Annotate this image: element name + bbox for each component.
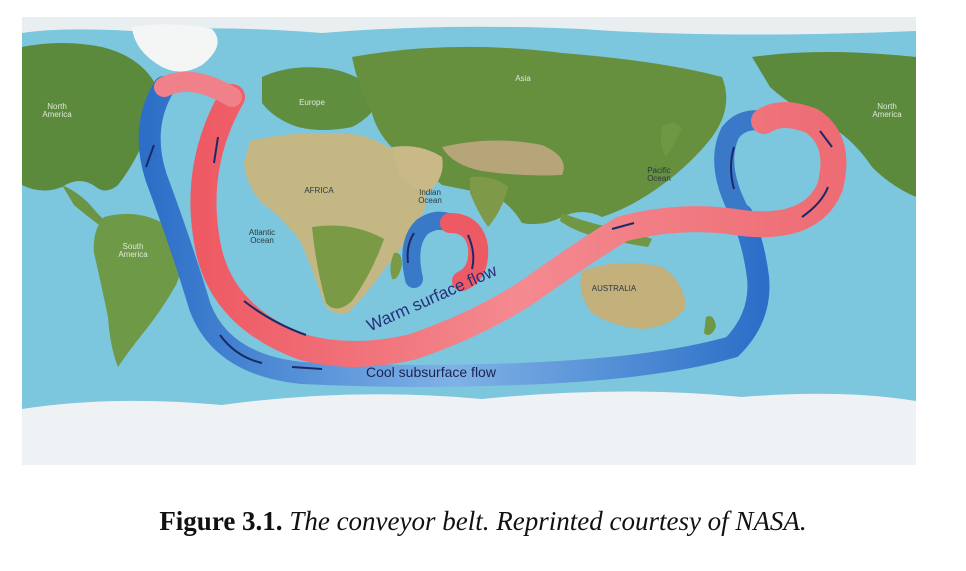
arrow-2 bbox=[213, 136, 219, 164]
arrow-9 bbox=[801, 186, 829, 218]
label-pacific-ocean: Pacific Ocean bbox=[647, 166, 671, 184]
label-australia: AUSTRALIA bbox=[591, 284, 637, 293]
south-america bbox=[93, 213, 183, 367]
central-america bbox=[62, 185, 108, 227]
flow-arrows bbox=[145, 130, 833, 370]
arrow-3 bbox=[243, 300, 307, 336]
label-atlantic-ocean: Atlantic Ocean bbox=[248, 228, 276, 246]
arctic-ice bbox=[22, 17, 916, 35]
arrow-1 bbox=[145, 144, 155, 168]
arrow-7 bbox=[406, 232, 415, 264]
india bbox=[470, 176, 508, 227]
cool-loop-pacific bbox=[714, 110, 774, 227]
figure-caption-text: The conveyor belt. Reprinted courtesy of… bbox=[289, 506, 807, 536]
label-north-america: North America bbox=[42, 102, 72, 120]
arrow-11 bbox=[730, 146, 735, 190]
africa bbox=[244, 133, 427, 314]
label-south-america: South America bbox=[118, 242, 148, 260]
warm-surface-flow-band bbox=[190, 84, 847, 367]
arrow-6 bbox=[467, 234, 475, 270]
warm-loop-indian bbox=[440, 213, 489, 291]
madagascar bbox=[390, 252, 402, 280]
label-europe: Europe bbox=[299, 98, 325, 107]
arrow-8 bbox=[611, 222, 635, 230]
ocean-conveyor-map: North America South America Europe Asia … bbox=[22, 17, 916, 465]
arrow-5 bbox=[291, 366, 323, 370]
north-america bbox=[22, 43, 158, 191]
arabia bbox=[392, 146, 443, 193]
figure-number: Figure 3.1. bbox=[159, 506, 283, 536]
arrow-4 bbox=[219, 334, 263, 364]
antarctica bbox=[22, 391, 916, 465]
label-indian-ocean: Indian Ocean bbox=[418, 188, 442, 206]
australia bbox=[580, 262, 686, 329]
label-asia: Asia bbox=[515, 74, 531, 83]
cool-subsurface-flow-label: Cool subsurface flow bbox=[366, 364, 496, 380]
arrow-10 bbox=[819, 130, 833, 148]
greenland bbox=[132, 24, 218, 72]
figure-caption: Figure 3.1. The conveyor belt. Reprinted… bbox=[0, 506, 966, 537]
map-svg bbox=[22, 17, 916, 465]
label-africa: AFRICA bbox=[304, 186, 334, 195]
label-north-america-east: North America bbox=[872, 102, 902, 120]
asia bbox=[352, 46, 727, 225]
warm-north-atlantic-top bbox=[154, 71, 242, 107]
cool-subsurface-flow-band bbox=[138, 76, 770, 387]
europe bbox=[262, 67, 382, 130]
japan bbox=[660, 122, 682, 157]
africa-south bbox=[312, 225, 384, 309]
himalaya-region bbox=[442, 140, 564, 176]
new-zealand bbox=[704, 316, 716, 335]
